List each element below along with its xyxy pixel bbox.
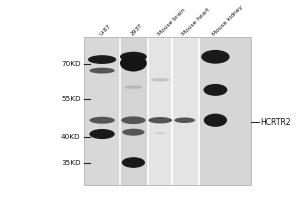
Ellipse shape	[124, 85, 142, 89]
Ellipse shape	[174, 117, 195, 123]
Ellipse shape	[201, 50, 230, 64]
Bar	[199, 37, 251, 185]
Text: HCRTR2: HCRTR2	[260, 118, 291, 127]
Ellipse shape	[151, 78, 170, 81]
Ellipse shape	[122, 157, 145, 168]
Text: Mouse kidney: Mouse kidney	[212, 4, 244, 37]
Ellipse shape	[204, 114, 227, 127]
Bar	[172, 37, 199, 185]
Ellipse shape	[89, 68, 115, 74]
Text: Mouse heart: Mouse heart	[181, 7, 211, 37]
Bar	[148, 37, 172, 185]
Ellipse shape	[120, 52, 147, 62]
Text: 293T: 293T	[130, 23, 144, 37]
Ellipse shape	[89, 129, 115, 139]
Bar	[84, 37, 120, 185]
Text: 35KD: 35KD	[61, 160, 81, 166]
Ellipse shape	[122, 129, 145, 136]
Text: 70KD: 70KD	[61, 61, 81, 67]
Ellipse shape	[88, 55, 116, 64]
Bar	[84, 37, 251, 185]
Text: 40KD: 40KD	[61, 134, 81, 140]
Text: Mouse brain: Mouse brain	[157, 7, 186, 37]
Ellipse shape	[203, 84, 227, 96]
Ellipse shape	[148, 117, 172, 123]
Ellipse shape	[89, 117, 115, 124]
Ellipse shape	[120, 55, 147, 72]
Text: 55KD: 55KD	[61, 96, 81, 102]
Ellipse shape	[121, 116, 146, 124]
Ellipse shape	[154, 132, 166, 134]
Text: U-87: U-87	[99, 23, 112, 37]
Bar	[120, 37, 148, 185]
